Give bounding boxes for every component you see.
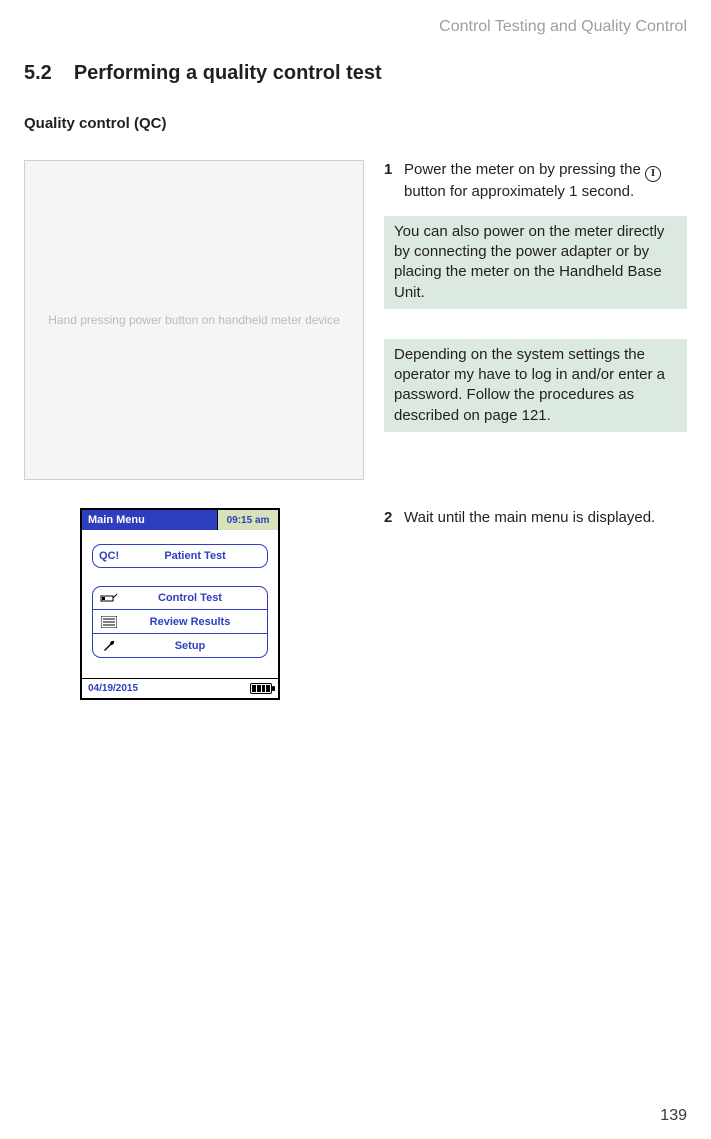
screen-header: Main Menu 09:15 am (82, 510, 278, 530)
battery-icon (250, 683, 272, 694)
screen-footer-date: 04/19/2015 (88, 683, 138, 694)
step-1-text: Power the meter on by pressing the I but… (404, 160, 687, 202)
screen-header-title: Main Menu (82, 510, 218, 530)
menu-review-results-button[interactable]: Review Results (92, 610, 268, 634)
menu-setup-label: Setup (119, 640, 261, 652)
meter-screen: Main Menu 09:15 am QC! Patient Test Cont… (80, 508, 280, 700)
subsection-title: Quality control (QC) (24, 115, 687, 132)
row-device-step1: Hand pressing power button on handheld m… (24, 160, 687, 480)
section-number: 5.2 (24, 62, 52, 85)
step-1: 1 Power the meter on by pressing the I b… (384, 160, 687, 202)
test-strip-icon (99, 592, 119, 604)
screen-header-time: 09:15 am (218, 510, 278, 530)
section-title: Performing a quality control test (74, 62, 382, 85)
note-login: Depending on the system settings the ope… (384, 339, 687, 432)
menu-control-test-label: Control Test (119, 592, 261, 604)
step-1-text-before: Power the meter on by pressing the (404, 161, 645, 178)
wrench-icon (99, 639, 119, 653)
step-2-number: 2 (384, 508, 404, 528)
row-screen-step2: Main Menu 09:15 am QC! Patient Test Cont… (24, 508, 687, 700)
menu-patient-test-label: Patient Test (129, 550, 261, 562)
qc-badge: QC! (99, 550, 119, 562)
note-power-adapter: You can also power on the meter directly… (384, 216, 687, 309)
menu-patient-test-button[interactable]: QC! Patient Test (92, 544, 268, 568)
device-image: Hand pressing power button on handheld m… (24, 160, 364, 480)
step-2-text: Wait until the main menu is displayed. (404, 508, 687, 528)
power-button-icon: I (645, 166, 661, 182)
menu-review-results-label: Review Results (119, 616, 261, 628)
menu-setup-button[interactable]: Setup (92, 634, 268, 658)
running-header: Control Testing and Quality Control (24, 18, 687, 36)
section-heading: 5.2 Performing a quality control test (24, 62, 687, 85)
page-number: 139 (660, 1107, 687, 1125)
screen-footer: 04/19/2015 (82, 678, 278, 698)
step-1-text-after: button for approximately 1 second. (404, 183, 634, 200)
step-1-number: 1 (384, 160, 404, 202)
screen-body: QC! Patient Test Control Test (82, 530, 278, 678)
results-list-icon (99, 616, 119, 628)
menu-control-test-button[interactable]: Control Test (92, 586, 268, 610)
device-image-alt: Hand pressing power button on handheld m… (48, 313, 340, 327)
step-2: 2 Wait until the main menu is displayed. (384, 508, 687, 528)
